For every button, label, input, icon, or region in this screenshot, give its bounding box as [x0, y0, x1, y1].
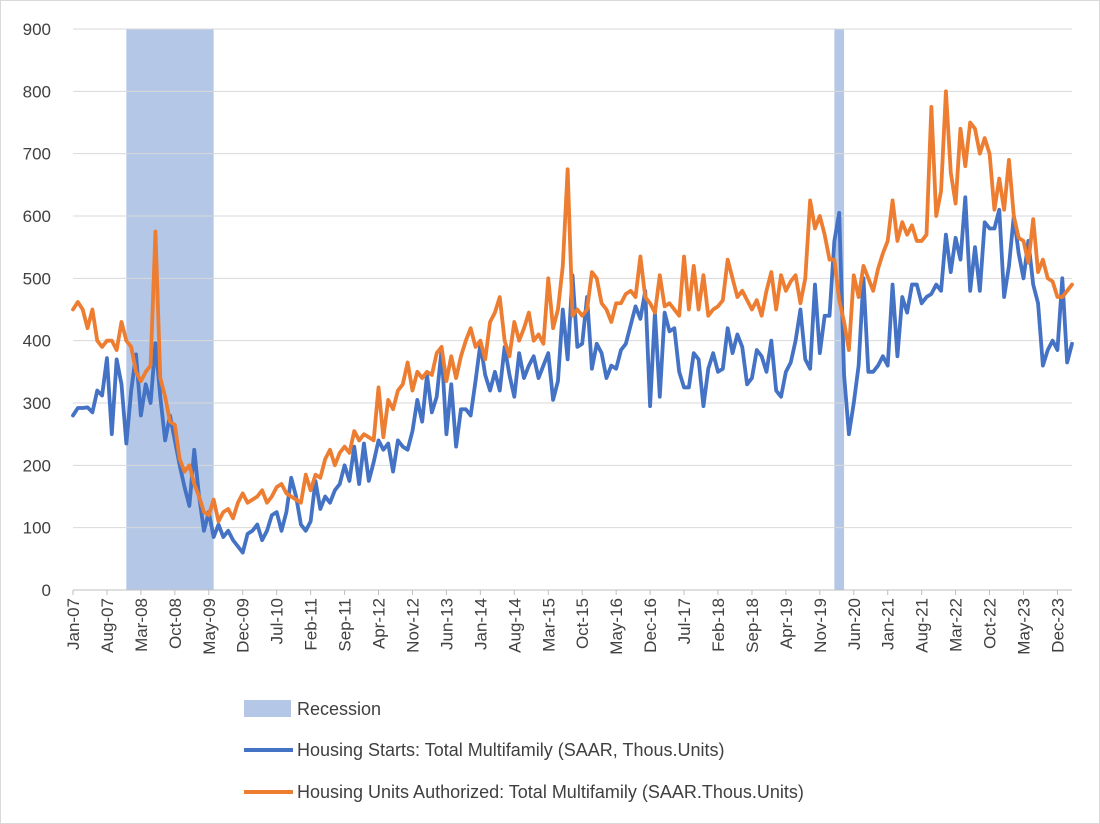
x-tick-label-feb-18: Feb-18 [709, 598, 728, 652]
x-tick-label-oct-15: Oct-15 [573, 598, 592, 649]
x-tick-label-jan-14: Jan-14 [471, 598, 490, 650]
legend-label-housing-starts: Housing Starts: Total Multifamily (SAAR,… [297, 740, 724, 760]
y-tick-label-100: 100 [23, 519, 51, 538]
x-tick-label-jul-17: Jul-17 [675, 598, 694, 644]
x-tick-label-aug-14: Aug-14 [505, 598, 524, 653]
x-tick-label-jun-20: Jun-20 [845, 598, 864, 650]
x-tick-label-jul-10: Jul-10 [268, 598, 287, 644]
x-tick-label-dec-16: Dec-16 [641, 598, 660, 653]
legend-label-units-authorized: Housing Units Authorized: Total Multifam… [297, 782, 804, 802]
x-tick-label-mar-08: Mar-08 [132, 598, 151, 652]
y-tick-label-800: 800 [23, 82, 51, 101]
x-tick-label-jan-07: Jan-07 [64, 598, 83, 650]
x-tick-label-mar-22: Mar-22 [947, 598, 966, 652]
x-tick-label-oct-08: Oct-08 [166, 598, 185, 649]
x-tick-label-mar-15: Mar-15 [539, 598, 558, 652]
x-tick-label-feb-11: Feb-11 [302, 598, 321, 651]
y-tick-label-0: 0 [42, 581, 51, 600]
y-tick-label-600: 600 [23, 207, 51, 226]
x-tick-label-may-16: May-16 [607, 598, 626, 655]
gridlines [73, 28, 1072, 591]
x-tick-label-dec-23: Dec-23 [1048, 598, 1067, 653]
x-tick-label-may-23: May-23 [1015, 598, 1034, 655]
series-lines [71, 89, 1074, 555]
y-tick-label-200: 200 [23, 456, 51, 475]
x-tick-label-aug-07: Aug-07 [98, 598, 117, 653]
y-tick-label-500: 500 [23, 269, 51, 288]
recession-band-2 [834, 29, 845, 590]
x-tick-label-oct-22: Oct-22 [981, 598, 1000, 649]
x-tick-label-sep-11: Sep-11 [336, 598, 355, 652]
x-tick-label-jan-21: Jan-21 [879, 598, 898, 650]
recession-bands [126, 29, 845, 590]
x-tick-label-sep-18: Sep-18 [743, 598, 762, 653]
legend-swatch-recession [244, 700, 291, 717]
y-tick-label-300: 300 [23, 394, 51, 413]
x-tick-label-aug-21: Aug-21 [913, 598, 932, 653]
y-tick-label-700: 700 [23, 145, 51, 164]
x-tick-label-dec-09: Dec-09 [234, 598, 253, 653]
x-tick-label-nov-19: Nov-19 [811, 598, 830, 653]
x-tick-label-apr-12: Apr-12 [370, 598, 389, 649]
y-tick-label-900: 900 [23, 20, 51, 39]
series-line-units-authorized [71, 89, 1074, 524]
legend-label-recession: Recession [297, 699, 381, 719]
x-tick-label-nov-12: Nov-12 [403, 598, 422, 653]
x-axis-tick-labels: Jan-07 Aug-07 Mar-08 Oct-08 May-09 Dec-09 Jul-… [64, 590, 1067, 655]
series-line-housing-starts [71, 195, 1074, 555]
y-axis-tick-labels: 0 100 200 300 400 500 600 700 800 900 [23, 20, 51, 600]
y-tick-label-400: 400 [23, 332, 51, 351]
legend: Recession Housing Starts: Total Multifami… [244, 699, 804, 802]
x-tick-label-may-09: May-09 [200, 598, 219, 655]
x-tick-label-jun-13: Jun-13 [437, 598, 456, 650]
x-tick-label-apr-19: Apr-19 [777, 598, 796, 649]
